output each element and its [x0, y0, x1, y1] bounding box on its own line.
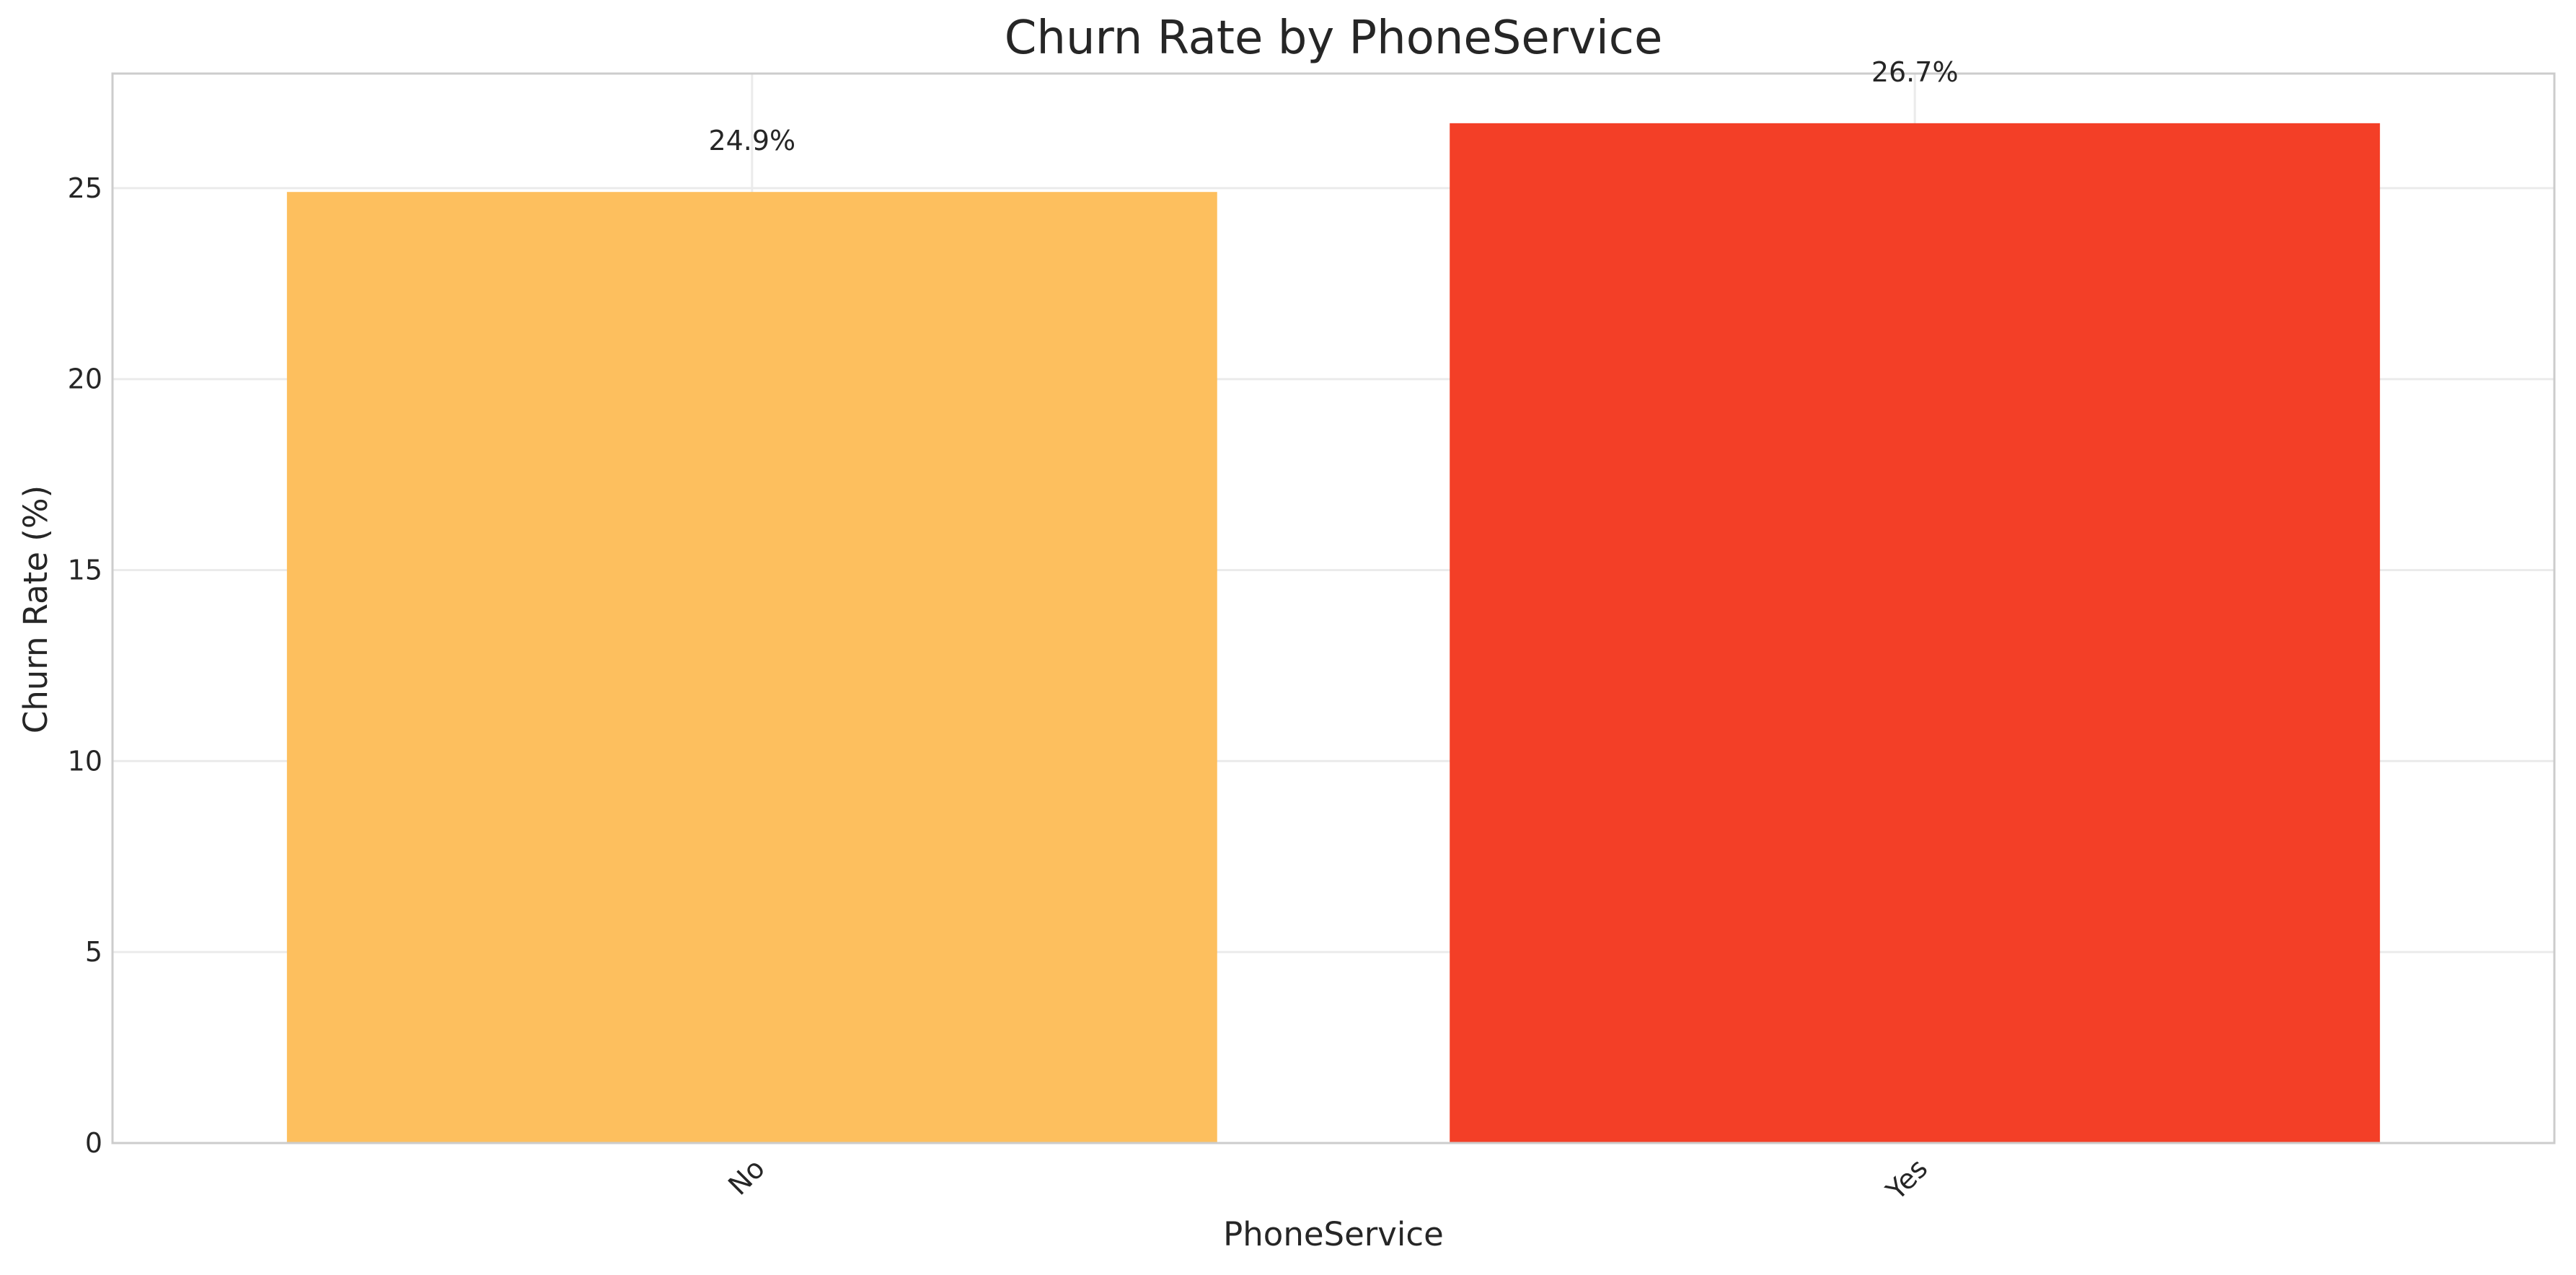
y-tick-label: 20 [68, 363, 102, 395]
x-axis-ticks: No Yes [722, 1152, 1933, 1206]
bars [286, 123, 2381, 1144]
y-axis-ticks: 0 5 10 15 20 25 [68, 172, 102, 1159]
x-tick-label-no: No [722, 1152, 771, 1201]
y-tick-label: 15 [68, 555, 102, 586]
chart-title: Churn Rate by PhoneService [1005, 12, 1663, 65]
bar-yes [1450, 123, 2381, 1144]
bar-no [286, 192, 1217, 1143]
y-tick-label: 25 [68, 172, 102, 204]
data-label-no: 24.9% [708, 125, 795, 156]
plot-frame [111, 72, 2556, 1144]
y-tick-label: 5 [85, 936, 102, 968]
data-labels: 24.9% 26.7% [708, 56, 1958, 156]
data-label-yes: 26.7% [1871, 56, 1959, 88]
y-tick-label: 10 [68, 745, 102, 777]
x-tick-label-yes: Yes [1879, 1152, 1933, 1206]
y-tick-label: 0 [85, 1127, 102, 1159]
x-axis-label: PhoneService [1223, 1215, 1444, 1253]
y-axis-label: Churn Rate (%) [17, 485, 55, 733]
